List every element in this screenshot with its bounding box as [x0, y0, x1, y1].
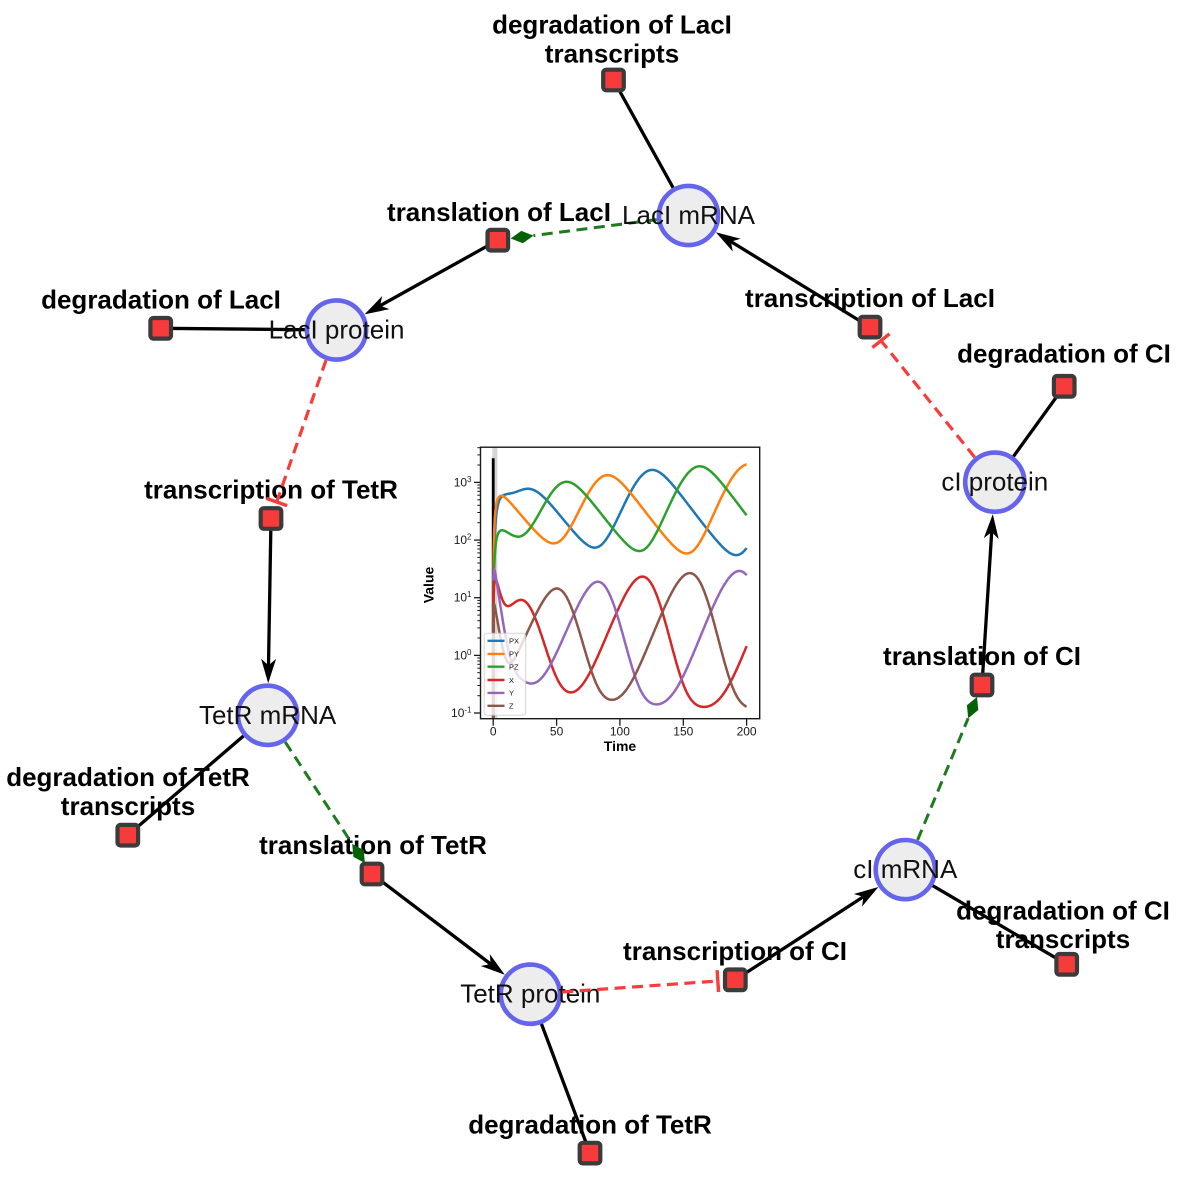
svg-text:100: 100: [610, 725, 630, 739]
svg-text:200: 200: [737, 725, 757, 739]
svg-text:translation of LacI: translation of LacI: [387, 197, 611, 227]
svg-text:degradation of LacI: degradation of LacI: [41, 285, 281, 315]
svg-text:LacI mRNA: LacI mRNA: [622, 200, 756, 230]
svg-text:degradation of LacI: degradation of LacI: [492, 9, 732, 39]
svg-text:TetR mRNA: TetR mRNA: [199, 700, 337, 730]
svg-text:TetR protein: TetR protein: [460, 979, 600, 1009]
svg-text:transcription of CI: transcription of CI: [623, 936, 847, 966]
svg-text:Value: Value: [421, 567, 437, 604]
svg-text:X: X: [509, 676, 514, 685]
svg-text:degradation of CI: degradation of CI: [957, 339, 1171, 369]
svg-text:Time: Time: [604, 738, 637, 754]
svg-text:degradation of TetR: degradation of TetR: [6, 762, 250, 792]
svg-text:translation of TetR: translation of TetR: [259, 830, 487, 860]
svg-text:degradation of CI: degradation of CI: [956, 895, 1170, 925]
svg-text:LacI protein: LacI protein: [269, 315, 405, 345]
svg-text:degradation of TetR: degradation of TetR: [468, 1110, 712, 1140]
svg-text:transcripts: transcripts: [996, 924, 1130, 954]
svg-text:cI protein: cI protein: [941, 467, 1048, 497]
svg-text:Z: Z: [509, 702, 514, 711]
svg-text:PX: PX: [509, 637, 519, 646]
svg-text:transcripts: transcripts: [545, 38, 679, 68]
svg-text:transcription of LacI: transcription of LacI: [745, 283, 995, 313]
svg-text:PY: PY: [509, 650, 519, 659]
svg-text:50: 50: [550, 725, 564, 739]
svg-text:PZ: PZ: [509, 663, 519, 672]
svg-text:0: 0: [490, 725, 497, 739]
svg-text:150: 150: [673, 725, 693, 739]
svg-text:cI mRNA: cI mRNA: [853, 854, 958, 884]
svg-text:Y: Y: [509, 689, 514, 698]
